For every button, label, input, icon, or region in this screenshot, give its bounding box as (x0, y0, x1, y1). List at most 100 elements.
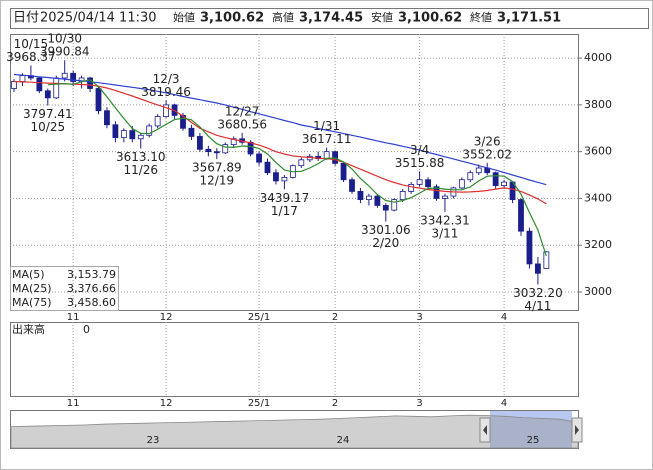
annotation-date: 3/11 (431, 226, 458, 240)
candle-body (53, 77, 60, 99)
candle-body (425, 179, 431, 188)
x-tick-label: 2 (332, 312, 338, 323)
annotation-price: 3990.84 (40, 45, 90, 59)
annotation-date: 1/17 (271, 204, 298, 218)
annotation-price: 3301.06 (361, 223, 411, 237)
x-tick-label: 25/1 (248, 312, 270, 323)
candle-body (340, 162, 347, 181)
header-frame (10, 8, 649, 29)
candle-body (281, 176, 288, 182)
candle-body (146, 125, 153, 136)
annotation-date: 12/19 (200, 174, 235, 188)
candle-body (163, 104, 170, 117)
annotation-date: 1/31 (313, 119, 340, 133)
annotation-price: 3613.10 (116, 150, 166, 164)
y-tick-label: 3400 (584, 191, 612, 204)
candle-body (433, 186, 440, 199)
candle-body (70, 72, 77, 82)
candle-body (543, 251, 550, 269)
header-datetime: 2025/04/14 11:30 (40, 11, 157, 26)
candle-body (475, 167, 482, 174)
candle-body (112, 124, 119, 139)
navigator-label: 25 (527, 435, 540, 446)
x-tick-label: 3 (416, 398, 422, 409)
candle-body (222, 144, 229, 154)
header-item-name: 始値 (173, 10, 195, 24)
ma-line (13, 73, 547, 186)
candle-body (256, 153, 262, 163)
annotation-price: 3342.31 (420, 213, 470, 227)
annotation-date: 2/20 (372, 236, 399, 250)
x-tick-label: 2 (332, 398, 338, 409)
annotation-price: 3968.37 (6, 50, 56, 64)
candle-body (264, 161, 271, 174)
x-tick-label: 4 (501, 398, 507, 409)
candle-body (205, 148, 212, 153)
annotation-price: 3819.46 (141, 85, 191, 99)
x-tick-label: 3 (416, 312, 422, 323)
annotation-price: 3797.41 (23, 107, 73, 121)
candle-body (323, 151, 330, 160)
legend-value: 3,376.66 (67, 282, 116, 295)
ma-line (47, 79, 547, 257)
annotation-price: 3552.02 (462, 147, 512, 161)
candle-body (129, 130, 136, 140)
x-tick-label: 12 (160, 398, 173, 409)
candle-body (11, 81, 17, 89)
y-tick-label: 3200 (584, 238, 612, 251)
candle-body (188, 127, 195, 137)
candle-body (518, 199, 524, 232)
annotation-date: 3/26 (474, 134, 501, 148)
candle-body (247, 141, 254, 155)
header-date-label: 日付 (13, 11, 39, 26)
y-tick-label: 3600 (584, 145, 612, 158)
price-panel (10, 34, 579, 311)
candle-body (416, 179, 423, 185)
x-tick-label: 11 (67, 312, 80, 323)
annotation-price: 3680.56 (217, 117, 267, 131)
header-item-value: 3,100.62 (398, 11, 462, 26)
candle-body (442, 195, 448, 199)
header-item-name: 終値 (470, 10, 492, 24)
candle-body (391, 199, 398, 211)
header-item-value: 3,174.45 (299, 11, 363, 26)
annotation-price: 3439.17 (260, 191, 310, 205)
navigator-area (10, 414, 579, 449)
candle-body (526, 230, 533, 265)
annotation-price: 3567.89 (192, 161, 242, 175)
x-tick-label: 25/1 (248, 398, 270, 409)
candle-body (196, 136, 203, 150)
x-tick-label: 12 (160, 312, 173, 323)
navigator-selection (490, 411, 572, 448)
ma-line (13, 80, 547, 205)
candle-body (19, 75, 26, 82)
candle-body (382, 205, 389, 211)
header-item-value: 3,171.51 (497, 11, 561, 26)
candle-body (61, 72, 68, 79)
annotation-date: 4/11 (524, 299, 551, 313)
annotation-price: 3515.88 (395, 156, 445, 170)
legend-value: 3,458.60 (67, 296, 116, 309)
candle-body (213, 151, 220, 154)
header-item-name: 安値 (371, 10, 393, 24)
candle-body (95, 88, 102, 112)
y-tick-label: 4000 (584, 51, 612, 64)
y-tick-label: 3800 (584, 98, 612, 111)
navigator-label: 24 (337, 435, 350, 446)
candle-body (36, 77, 43, 92)
candle-body (365, 195, 372, 200)
candle-body (467, 172, 474, 181)
annotation-date: 11/26 (123, 163, 158, 177)
annotation-date: 10/25 (31, 120, 66, 134)
candle-body (273, 172, 279, 182)
candle-body (349, 179, 355, 192)
candle-body (408, 183, 415, 192)
annotation-date: 10/30 (47, 32, 82, 46)
candle-body (357, 191, 364, 200)
candle-body (374, 195, 381, 206)
candle-body (492, 172, 499, 186)
navigator-label: 23 (147, 435, 160, 446)
navigator-handle-arrow (483, 425, 487, 435)
